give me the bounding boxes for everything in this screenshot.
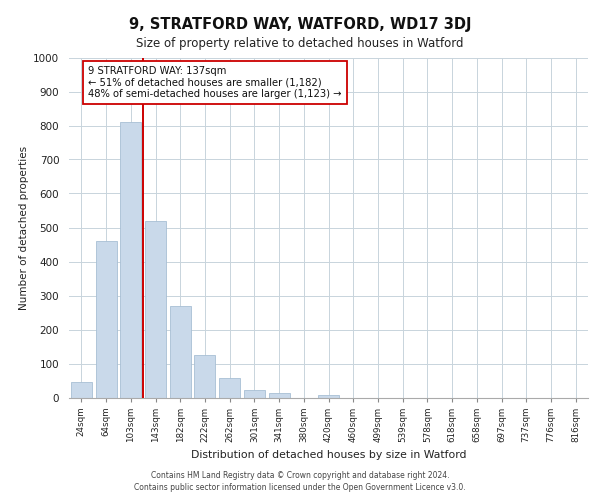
- Bar: [71, 382, 92, 398]
- X-axis label: Distribution of detached houses by size in Watford: Distribution of detached houses by size …: [191, 450, 466, 460]
- Text: Size of property relative to detached houses in Watford: Size of property relative to detached ho…: [136, 38, 464, 51]
- Bar: [120, 122, 141, 398]
- Text: 9, STRATFORD WAY, WATFORD, WD17 3DJ: 9, STRATFORD WAY, WATFORD, WD17 3DJ: [129, 18, 471, 32]
- Y-axis label: Number of detached properties: Number of detached properties: [19, 146, 29, 310]
- Bar: [95, 241, 116, 398]
- Text: 9 STRATFORD WAY: 137sqm
← 51% of detached houses are smaller (1,182)
48% of semi: 9 STRATFORD WAY: 137sqm ← 51% of detache…: [88, 66, 341, 99]
- Bar: [219, 378, 240, 398]
- Bar: [170, 306, 191, 398]
- Bar: [269, 393, 290, 398]
- Bar: [194, 355, 215, 398]
- Text: Contains HM Land Registry data © Crown copyright and database right 2024.
Contai: Contains HM Land Registry data © Crown c…: [134, 471, 466, 492]
- Bar: [318, 395, 339, 398]
- Bar: [145, 220, 166, 398]
- Bar: [244, 390, 265, 398]
